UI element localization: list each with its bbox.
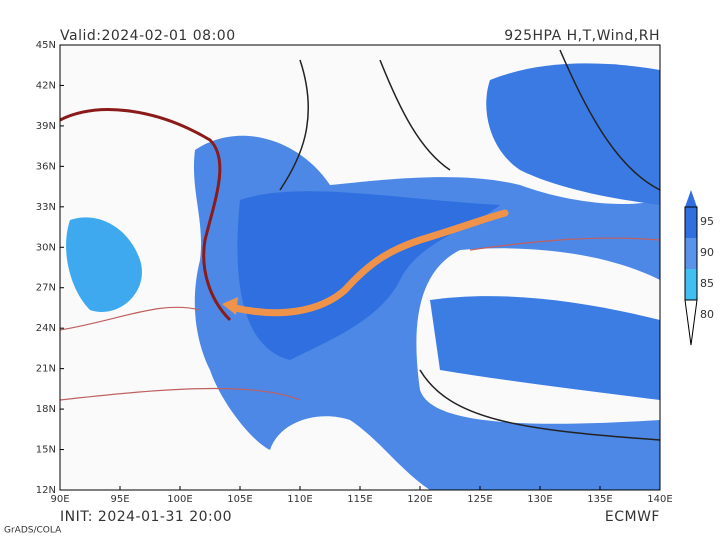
lon-label: 125E [467,494,492,505]
colorbar [684,190,698,346]
humidity-region [486,63,660,205]
lon-label: 140E [647,494,672,505]
lon-label: 105E [227,494,252,505]
lat-label: 45N [36,40,56,51]
lat-label: 12N [36,485,56,496]
lon-label: 90E [50,494,69,505]
contour-line [60,108,232,322]
model-name: ECMWF [605,509,660,525]
product-title: 925HPA H,T,Wind,RH [504,28,660,44]
colorbar-label: 80 [700,308,714,321]
credit: GrADS/COLA [4,526,62,536]
colorbar-frame [684,206,698,301]
colorbar-cap [684,299,698,346]
lat-label: 42N [36,80,56,91]
colorbar-segment [685,269,697,300]
colorbar-cap [685,190,697,207]
lat-label: 15N [36,445,56,456]
lon-label: 115E [347,494,372,505]
lon-label: 120E [407,494,432,505]
lat-label: 39N [36,121,56,132]
lat-label: 30N [36,242,56,253]
temperature-line [60,237,660,401]
valid-time: Valid:2024-02-01 08:00 [60,28,236,44]
map-area [59,44,661,491]
lat-label: 36N [36,161,56,172]
lat-label: 33N [36,202,56,213]
contour-line [279,49,660,441]
humidity-region [66,217,142,312]
lat-label: 21N [36,364,56,375]
colorbar-label: 85 [700,277,714,290]
lon-label: 95E [110,494,129,505]
colorbar-label: 90 [700,246,714,259]
humidity-region [430,296,660,400]
arrow-head [222,297,238,315]
colorbar-label: 95 [700,215,714,228]
lon-label: 135E [587,494,612,505]
colorbar-segment [685,238,697,269]
lat-label: 18N [36,404,56,415]
init-time: INIT: 2024-01-31 20:00 [60,509,232,525]
shear-line-arrow [231,209,509,317]
lon-label: 100E [167,494,192,505]
lon-label: 130E [527,494,552,505]
colorbar-segment [685,207,697,238]
lat-label: 27N [36,283,56,294]
lat-label: 24N [36,323,56,334]
lon-label: 110E [287,494,312,505]
